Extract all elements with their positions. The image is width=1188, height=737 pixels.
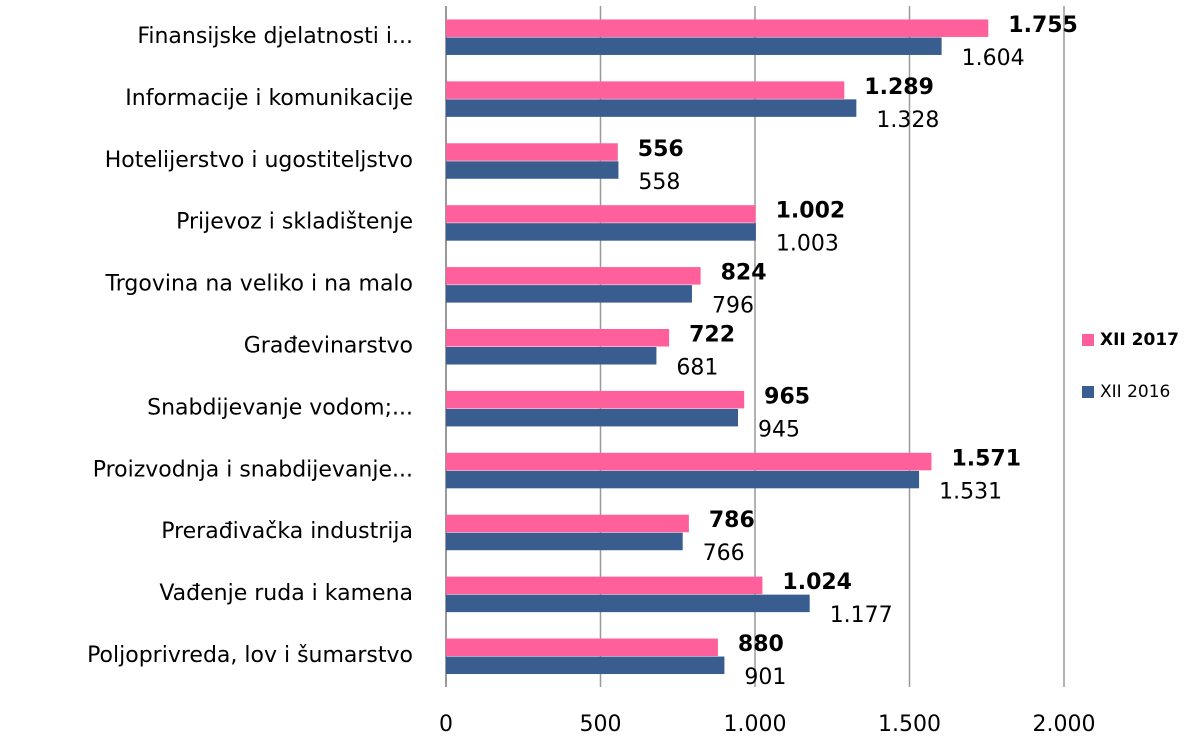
x-tick-label: 2.000 [1033,712,1096,737]
category-label: Vađenje ruda i kamena [159,581,413,606]
data-label: 722 [689,323,735,348]
legend-label: XII 2017 [1100,330,1179,350]
bar [446,223,756,241]
bar [446,99,857,117]
bar [446,161,619,179]
data-label: 1.003 [776,232,839,257]
bar [446,267,701,285]
bar [446,347,657,365]
bar [446,594,810,613]
data-label: 796 [712,294,754,319]
bar [446,19,989,37]
x-tick-label: 0 [439,712,453,737]
category-label: Poljoprivreda, lov i šumarstvo [87,643,413,668]
x-tick-label: 500 [580,712,622,737]
data-label: 945 [758,417,800,442]
category-label: Trgovina na veliko i na malo [105,272,413,297]
data-label: 1.328 [876,108,939,133]
data-label: 1.177 [830,603,893,628]
category-label: Hotelijerstvo i ugostiteljstvo [105,148,413,173]
bar [446,329,670,347]
category-label: Proizvodnja i snabdijevanje... [93,457,413,482]
bar [446,285,692,303]
data-label: 556 [638,137,684,162]
bar [446,532,683,551]
legend-label: XII 2016 [1100,382,1170,402]
data-label: 1.024 [782,570,852,595]
data-label: 1.755 [1008,13,1078,38]
data-label: 1.571 [951,446,1021,471]
category-label: Snabdijevanje vodom;... [147,395,413,420]
bar [446,638,718,657]
data-label: 1.289 [864,75,934,100]
x-tick-label: 1.500 [878,712,941,737]
data-label: 1.002 [776,199,846,224]
data-label: 1.531 [939,479,1002,504]
data-label: 681 [676,356,718,381]
data-label: 1.604 [962,46,1025,71]
bar [446,37,942,55]
bar [446,81,845,99]
category-label: Finansijske djelatnosti i... [137,24,413,49]
category-label: Informacije i komunikacije [125,86,413,111]
bar [446,576,763,595]
category-label: Prijevoz i skladištenje [176,210,413,235]
x-tick-label: 1.000 [724,712,787,737]
legend-swatch [1082,334,1094,346]
category-label: Prerađivačka industrija [161,519,413,544]
data-label: 824 [721,261,767,286]
data-label: 880 [738,632,784,657]
bar [446,470,920,489]
data-label: 901 [744,665,786,690]
data-label: 965 [764,384,810,409]
category-label: Građevinarstvo [244,334,413,359]
bar [446,205,756,223]
bar [446,143,618,161]
bar [446,452,932,471]
legend-swatch [1082,386,1094,398]
data-label: 786 [709,508,755,533]
bar [446,390,745,409]
data-label: 766 [703,541,745,566]
bar [446,514,689,533]
bar [446,656,725,675]
data-label: 558 [638,170,680,195]
bar [446,408,739,427]
